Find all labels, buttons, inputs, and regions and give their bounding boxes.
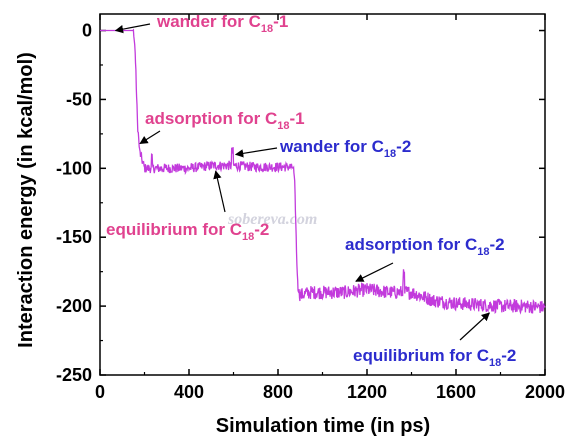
annotation-arrow [114,23,151,34]
annotation-arrow [459,312,490,341]
plot-frame [99,13,546,376]
annotation-arrow [355,262,394,282]
y-tick-label: -100 [56,158,92,178]
y-tick-label: -150 [56,227,92,247]
annotation-arrow [234,147,278,158]
y-axis-title: Interaction energy (in kcal/mol) [15,52,37,348]
x-axis-title: Simulation time (in ps) [216,415,430,437]
x-tick-label: 800 [263,382,293,402]
watermark-text: sobereva.com [227,211,317,228]
annotation-label: adsorption for C18-2 [345,235,505,258]
y-tick-label: -250 [56,365,92,385]
annotation-arrow [213,170,226,213]
annotation-label: wander for C18-2 [279,137,411,160]
annotations: wander for C18-1 adsorption for C18-1 wand… [106,12,516,369]
y-tick-label: -50 [66,89,92,109]
y-tick-label: -200 [56,296,92,316]
y-tick-label: 0 [82,21,92,41]
axis-ticks: 0 400 800 1200 1600 2000 0 -50 -100 -150 -200 -250 [56,14,565,402]
x-tick-label: 2000 [525,382,565,402]
annotation-arrow [139,130,161,145]
plot-border [99,13,546,376]
energy-series-line [100,28,546,315]
annotation-label: adsorption for C18-1 [145,109,305,132]
annotation-label: equilibrium for C18-2 [353,346,516,369]
x-tick-label: 0 [95,382,105,402]
annotation-label: equilibrium for C18-2 [106,220,269,243]
annotation-label: wander for C18-1 [156,12,288,35]
x-tick-label: 400 [174,382,204,402]
x-tick-label: 1200 [347,382,387,402]
x-tick-label: 1600 [436,382,476,402]
